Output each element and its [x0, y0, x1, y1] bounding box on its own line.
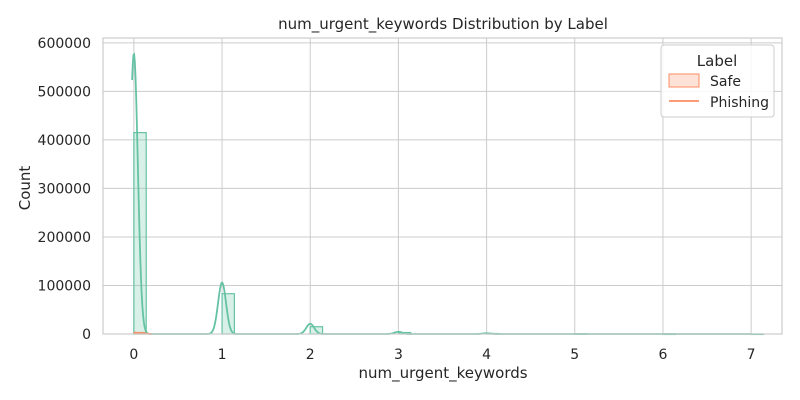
- legend-label-safe: Safe: [710, 74, 741, 90]
- y-tick-label: 600000: [38, 36, 91, 52]
- x-tick-label: 0: [129, 347, 138, 363]
- x-tick-label: 5: [570, 347, 579, 363]
- legend-label-phishing: Phishing: [710, 95, 769, 111]
- chart-title: num_urgent_keywords Distribution by Labe…: [278, 15, 608, 34]
- x-tick-label: 3: [394, 347, 403, 363]
- x-tick-label: 2: [306, 347, 315, 363]
- y-tick-label: 200000: [38, 230, 91, 246]
- y-tick-label: 0: [82, 327, 91, 343]
- x-tick-label: 7: [747, 347, 756, 363]
- legend: Label Safe Phishing: [660, 44, 775, 118]
- x-tick-label: 6: [658, 347, 667, 363]
- legend-box: [660, 44, 775, 118]
- plot-frame: [102, 37, 783, 335]
- y-tick-label: 500000: [38, 84, 91, 100]
- y-tick-label: 100000: [38, 278, 91, 294]
- y-axis-label: Count: [16, 166, 34, 211]
- y-tick-label: 400000: [38, 133, 91, 149]
- legend-title: Label: [697, 52, 737, 70]
- x-tick-label: 1: [218, 347, 227, 363]
- x-tick-label: 4: [482, 347, 491, 363]
- legend-swatch-safe: [668, 73, 700, 88]
- x-axis-label: num_urgent_keywords: [358, 364, 527, 383]
- y-tick-label: 300000: [38, 181, 91, 197]
- kde-line-phishing: [131, 52, 752, 335]
